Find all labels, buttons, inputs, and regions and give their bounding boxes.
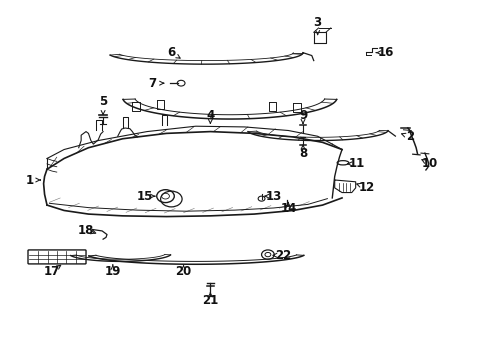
Text: 12: 12 bbox=[358, 181, 374, 194]
Text: 4: 4 bbox=[206, 109, 214, 122]
Text: 19: 19 bbox=[104, 265, 121, 278]
Text: 15: 15 bbox=[136, 190, 152, 203]
Text: 17: 17 bbox=[44, 265, 60, 278]
Text: 1: 1 bbox=[26, 174, 34, 186]
Text: 10: 10 bbox=[421, 157, 437, 170]
Text: 3: 3 bbox=[313, 16, 321, 29]
Text: 5: 5 bbox=[99, 95, 107, 108]
Text: 16: 16 bbox=[377, 46, 393, 59]
Text: 22: 22 bbox=[275, 249, 291, 262]
Text: 9: 9 bbox=[298, 109, 306, 122]
Text: 18: 18 bbox=[78, 224, 94, 237]
Text: 8: 8 bbox=[298, 147, 306, 159]
Text: 14: 14 bbox=[280, 202, 296, 215]
Text: 2: 2 bbox=[406, 130, 413, 144]
Text: 20: 20 bbox=[175, 265, 191, 278]
Text: 21: 21 bbox=[202, 294, 218, 307]
Text: 13: 13 bbox=[265, 190, 281, 203]
Text: 11: 11 bbox=[348, 157, 364, 170]
Text: 7: 7 bbox=[147, 77, 156, 90]
Text: 6: 6 bbox=[167, 46, 175, 59]
